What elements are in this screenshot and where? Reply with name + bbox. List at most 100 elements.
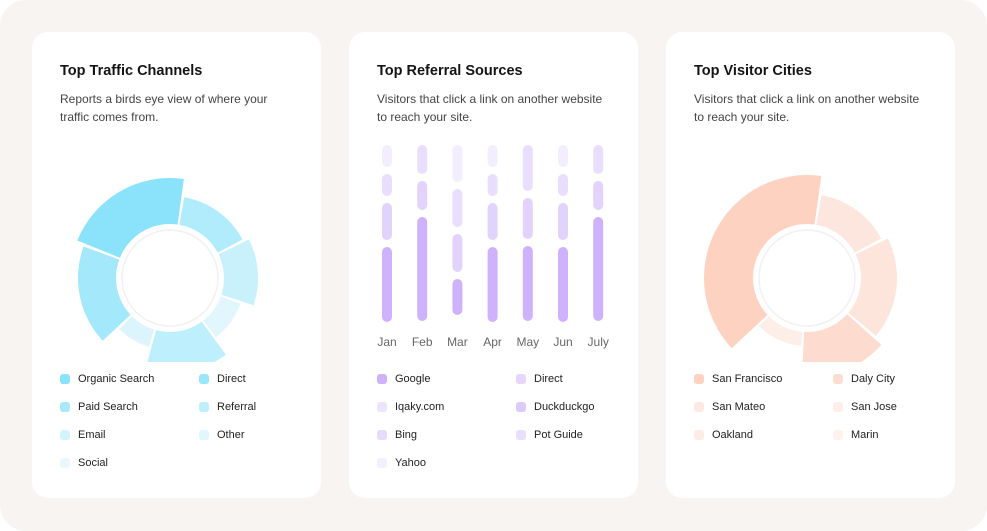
traffic-donut-chart	[77, 178, 258, 362]
legend-item[interactable]: Daly City	[833, 373, 895, 385]
bar-segment	[382, 203, 392, 240]
legend-label: Google	[395, 373, 431, 385]
legend-swatch	[516, 430, 526, 440]
bar-segment	[558, 247, 568, 322]
legend-swatch	[694, 402, 704, 412]
legend-item[interactable]: Marin	[833, 429, 879, 441]
legend-swatch	[199, 430, 209, 440]
donut-segment-oakland[interactable]	[758, 311, 803, 346]
bar-segment	[487, 145, 498, 167]
x-tick-label: July	[588, 335, 609, 349]
bar-segment	[487, 247, 498, 322]
bar-segment	[558, 174, 568, 196]
legend-swatch	[377, 458, 387, 468]
cities-donut-chart	[704, 175, 897, 362]
donut-segment-san-francisco[interactable]	[704, 175, 822, 349]
legend-label: Paid Search	[78, 401, 138, 413]
legend-label: Social	[78, 457, 108, 469]
bar-segment	[452, 145, 463, 182]
legend-item[interactable]: Oakland	[694, 429, 753, 441]
donut-segment-referral[interactable]	[213, 239, 258, 306]
legend-swatch	[516, 374, 526, 384]
legend-item[interactable]: Direct	[516, 373, 563, 385]
bar-segment	[382, 174, 392, 196]
legend-label: Pot Guide	[534, 429, 583, 441]
donut-segment-daly-city[interactable]	[815, 195, 882, 256]
legend-label: Organic Search	[78, 373, 155, 385]
legend-label: Email	[78, 429, 106, 441]
card-description: Reports a birds eye view of where your t…	[60, 92, 268, 124]
card-title: Top Traffic Channels	[60, 63, 203, 79]
bar-segment	[522, 246, 533, 321]
bar-segment	[593, 145, 604, 174]
card-description: Visitors that click a link on another we…	[694, 92, 920, 124]
legend-swatch	[199, 374, 209, 384]
legend-swatch	[833, 402, 843, 412]
x-tick-label: Apr	[483, 335, 502, 349]
card-title: Top Visitor Cities	[694, 63, 812, 79]
bar-segment	[452, 234, 463, 272]
legend-label: Referral	[217, 401, 257, 413]
legend-label: Direct	[534, 373, 563, 385]
donut-inner-ring	[758, 229, 856, 327]
card-title: Top Referral Sources	[377, 63, 523, 79]
x-tick-label: Jun	[553, 335, 572, 349]
legend-item[interactable]: Paid Search	[60, 401, 138, 413]
bar-segment	[417, 181, 428, 210]
card-top-referral-sources: Top Referral Sources Visitors that click…	[349, 32, 638, 498]
bar-segment	[487, 203, 498, 240]
legend-item[interactable]: Pot Guide	[516, 429, 583, 441]
donut-segment-organic-search[interactable]	[77, 178, 184, 261]
referral-bar-chart: Jan Feb Mar Apr May Jun July	[377, 145, 609, 349]
legend-swatch	[833, 374, 843, 384]
legend-swatch	[377, 402, 387, 412]
donut-inner-ring	[121, 229, 219, 327]
legend-swatch	[60, 458, 70, 468]
bar-segment	[382, 247, 392, 322]
bar-segment	[417, 217, 428, 321]
legend-swatch	[377, 430, 387, 440]
legend-swatch	[833, 430, 843, 440]
legend-item[interactable]: Other	[199, 429, 245, 441]
legend-swatch	[199, 402, 209, 412]
legend-swatch	[694, 430, 704, 440]
donut-segment-san-jose[interactable]	[802, 310, 882, 362]
legend-swatch	[60, 430, 70, 440]
card-description: Visitors that click a link on another we…	[377, 92, 603, 124]
bar-segment	[593, 217, 604, 321]
legend-item[interactable]: Direct	[199, 373, 246, 385]
x-tick-label: Jan	[377, 335, 396, 349]
bar-segment	[593, 181, 604, 210]
legend-swatch	[377, 374, 387, 384]
donut-segment-direct[interactable]	[178, 197, 243, 256]
legend-label: Other	[217, 429, 245, 441]
legend-item[interactable]: Email	[60, 429, 106, 441]
legend-swatch	[694, 374, 704, 384]
legend-item[interactable]: Social	[60, 457, 108, 469]
legend-swatch	[516, 402, 526, 412]
legend-item[interactable]: Duckduckgo	[516, 401, 595, 413]
bar-segment	[452, 279, 463, 315]
bar-segment	[558, 203, 568, 240]
x-tick-label: May	[516, 335, 539, 349]
legend-item[interactable]: San Jose	[833, 401, 897, 413]
legend-swatch	[60, 374, 70, 384]
legend-label: Bing	[395, 429, 418, 441]
legend-label: Iqaky.com	[395, 401, 445, 413]
x-tick-label: Feb	[412, 335, 433, 349]
bar-segment	[522, 198, 533, 239]
legend-item[interactable]: Bing	[377, 429, 417, 441]
legend-item[interactable]: Organic Search	[60, 373, 154, 385]
legend-swatch	[60, 402, 70, 412]
bar-segment	[452, 189, 463, 227]
legend-item[interactable]: San Mateo	[694, 401, 765, 413]
bar-segment	[382, 145, 392, 167]
legend-label: Yahoo	[395, 457, 426, 469]
bar-segment	[487, 174, 498, 196]
legend-item[interactable]: Yahoo	[377, 457, 426, 469]
legend-item[interactable]: Google	[377, 373, 430, 385]
legend-item[interactable]: Iqaky.com	[377, 401, 444, 413]
legend-item[interactable]: Referral	[199, 401, 256, 413]
legend-item[interactable]: San Francisco	[694, 373, 782, 385]
legend-label: San Mateo	[712, 401, 766, 413]
